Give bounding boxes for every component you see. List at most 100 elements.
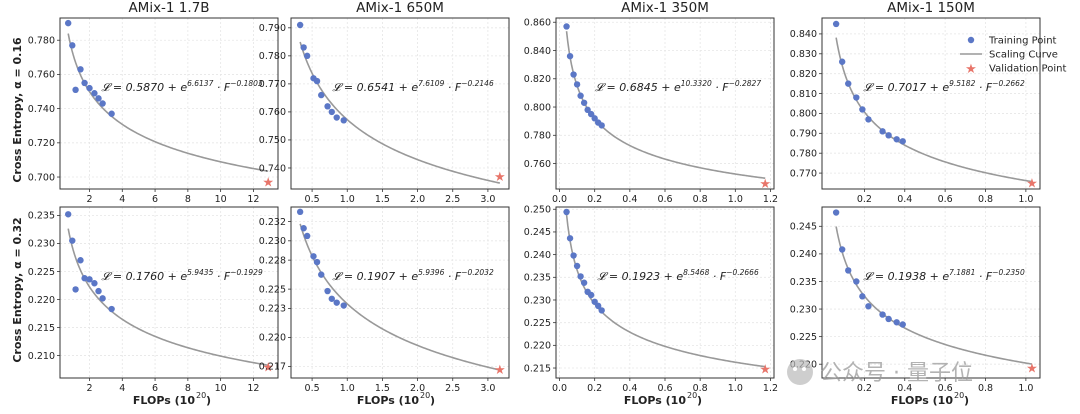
y-tick-label: 0.790 [259,23,286,34]
training-point [81,79,88,87]
svg-text:FLOPs (10: FLOPs (10 [624,394,686,407]
x-tick-label: 1.0 [728,194,743,205]
training-point [879,311,886,318]
x-tick-label: 1.2 [763,383,778,394]
svg-text:20: 20 [420,391,430,400]
y-tick-label: 0.210 [28,351,55,362]
x-tick-label: 0.8 [693,383,708,394]
legend-validation-label: Validation Point [989,64,1066,75]
x-tick-label: 0.6 [938,194,953,205]
y-tick-label: 0.232 [259,217,286,228]
svg-text:): ) [206,394,211,407]
legend-training-label: Training Point [988,36,1057,47]
panels: ★ 2 4 6 8 10 12 0.700 0.720 0.740 0.760 0.780 AMix-1… [28,0,1041,394]
validation-point: ★ [759,362,771,377]
training-point [108,305,115,313]
y-tick-label: 0.810 [790,89,817,100]
training-point [865,116,872,123]
svg-text:20: 20 [687,391,697,400]
x-tick-label: 0.8 [978,383,993,394]
training-point [573,262,581,270]
training-point [310,253,317,260]
scaling-curve [67,228,269,366]
y-tick-label: 0.750 [259,135,286,146]
training-point [324,103,331,110]
y-tick-label: 0.770 [790,168,817,179]
y-tick-label: 0.225 [790,332,817,343]
y-tick-label: 0.215 [28,323,55,334]
training-point [324,287,331,295]
training-point [899,138,906,145]
y-tick-label: 0.820 [524,74,551,85]
x-tick-label: 1.2 [763,194,778,205]
panel-4: ★ 2 4 6 8 10 12 0.210 0.215 0.220 0.225 0.230 0.235 𝓛… [28,206,279,394]
x-tick-label: 0.4 [622,194,637,205]
plot-frame [821,206,1041,379]
panel-1: ★ 0.5 1.0 1.5 2.0 2.5 3.0 0.740 0.750 0.760 0.770 0… [259,0,510,205]
x-tick-label: 0.6 [657,194,672,205]
x-tick-label: 2.5 [445,383,460,394]
y-tick-label: 0.240 [790,249,817,260]
training-point [885,315,892,323]
training-point [563,208,570,216]
training-point [300,44,307,51]
training-point [69,42,76,49]
training-point [598,307,605,314]
x-tick-label: 3.0 [480,194,495,205]
y-tick-label: 0.235 [28,211,55,222]
svg-text:): ) [697,394,702,407]
training-point [573,81,581,88]
y-tick-label: 0.840 [790,29,817,40]
training-point [340,302,347,309]
watermark: 公众号 · 量子位 [787,359,973,386]
training-point [333,114,340,121]
y-tick-label: 0.780 [524,131,551,142]
scaling-curve [565,31,766,179]
svg-text:20: 20 [196,391,206,400]
training-point [318,91,325,99]
y-tick-label: 0.860 [524,18,551,29]
x-tick-label: 0.4 [897,194,912,205]
training-point [853,278,860,285]
training-point [570,71,577,78]
legend-training-marker [967,36,975,44]
training-point [64,19,72,27]
x-tick-label: 10 [215,383,227,394]
y-tick-label: 0.830 [790,49,817,60]
training-point [99,100,106,107]
training-point [318,271,325,278]
x-tick-label: 0.8 [978,194,993,205]
x-tick-label: 6 [152,194,158,205]
x-tick-label: 0.6 [657,383,672,394]
fit-equation: 𝓛 = 0.1760 + e5.9435 · F−0.1929 [101,268,263,283]
x-tick-label: 1.0 [1018,383,1033,394]
y-tick-label: 0.740 [28,104,55,115]
scaling-curve [835,226,1033,365]
svg-text:): ) [964,394,969,407]
training-point [893,136,900,143]
training-point [899,321,906,328]
y-tick-label: 0.230 [790,304,817,315]
x-tick-label: 4 [119,194,125,205]
training-point [838,58,846,65]
training-point [91,280,98,287]
training-point [72,286,79,293]
panel-title: AMix-1 1.7B [128,0,209,16]
panel-0: ★ 2 4 6 8 10 12 0.700 0.720 0.740 0.760 0.780 AMix-1… [28,0,279,205]
fit-equation: 𝓛 = 0.6541 + e7.6109 · F−0.2146 [332,79,494,94]
training-point [594,302,602,310]
y-tick-label: 0.220 [28,295,55,306]
training-point [580,279,588,286]
fit-equation: 𝓛 = 0.5870 + e6.6137 · F−0.1803 [101,79,263,94]
plot-frame [290,17,510,190]
svg-text:FLOPs (10: FLOPs (10 [891,394,953,407]
y-tick-label: 0.780 [259,51,286,62]
panel-title: AMix-1 650M [356,0,444,16]
y-tick-label: 0.217 [259,362,286,373]
x-tick-label: 0.0 [552,383,567,394]
panel-6: ★ 0.0 0.2 0.4 0.6 0.8 1.0 1.2 0.215 0.220 0.225 0.2… [524,205,778,394]
training-point [832,209,840,216]
training-point [86,276,93,283]
x-tick-label: 1.0 [728,383,743,394]
validation-point: ★ [759,177,771,192]
